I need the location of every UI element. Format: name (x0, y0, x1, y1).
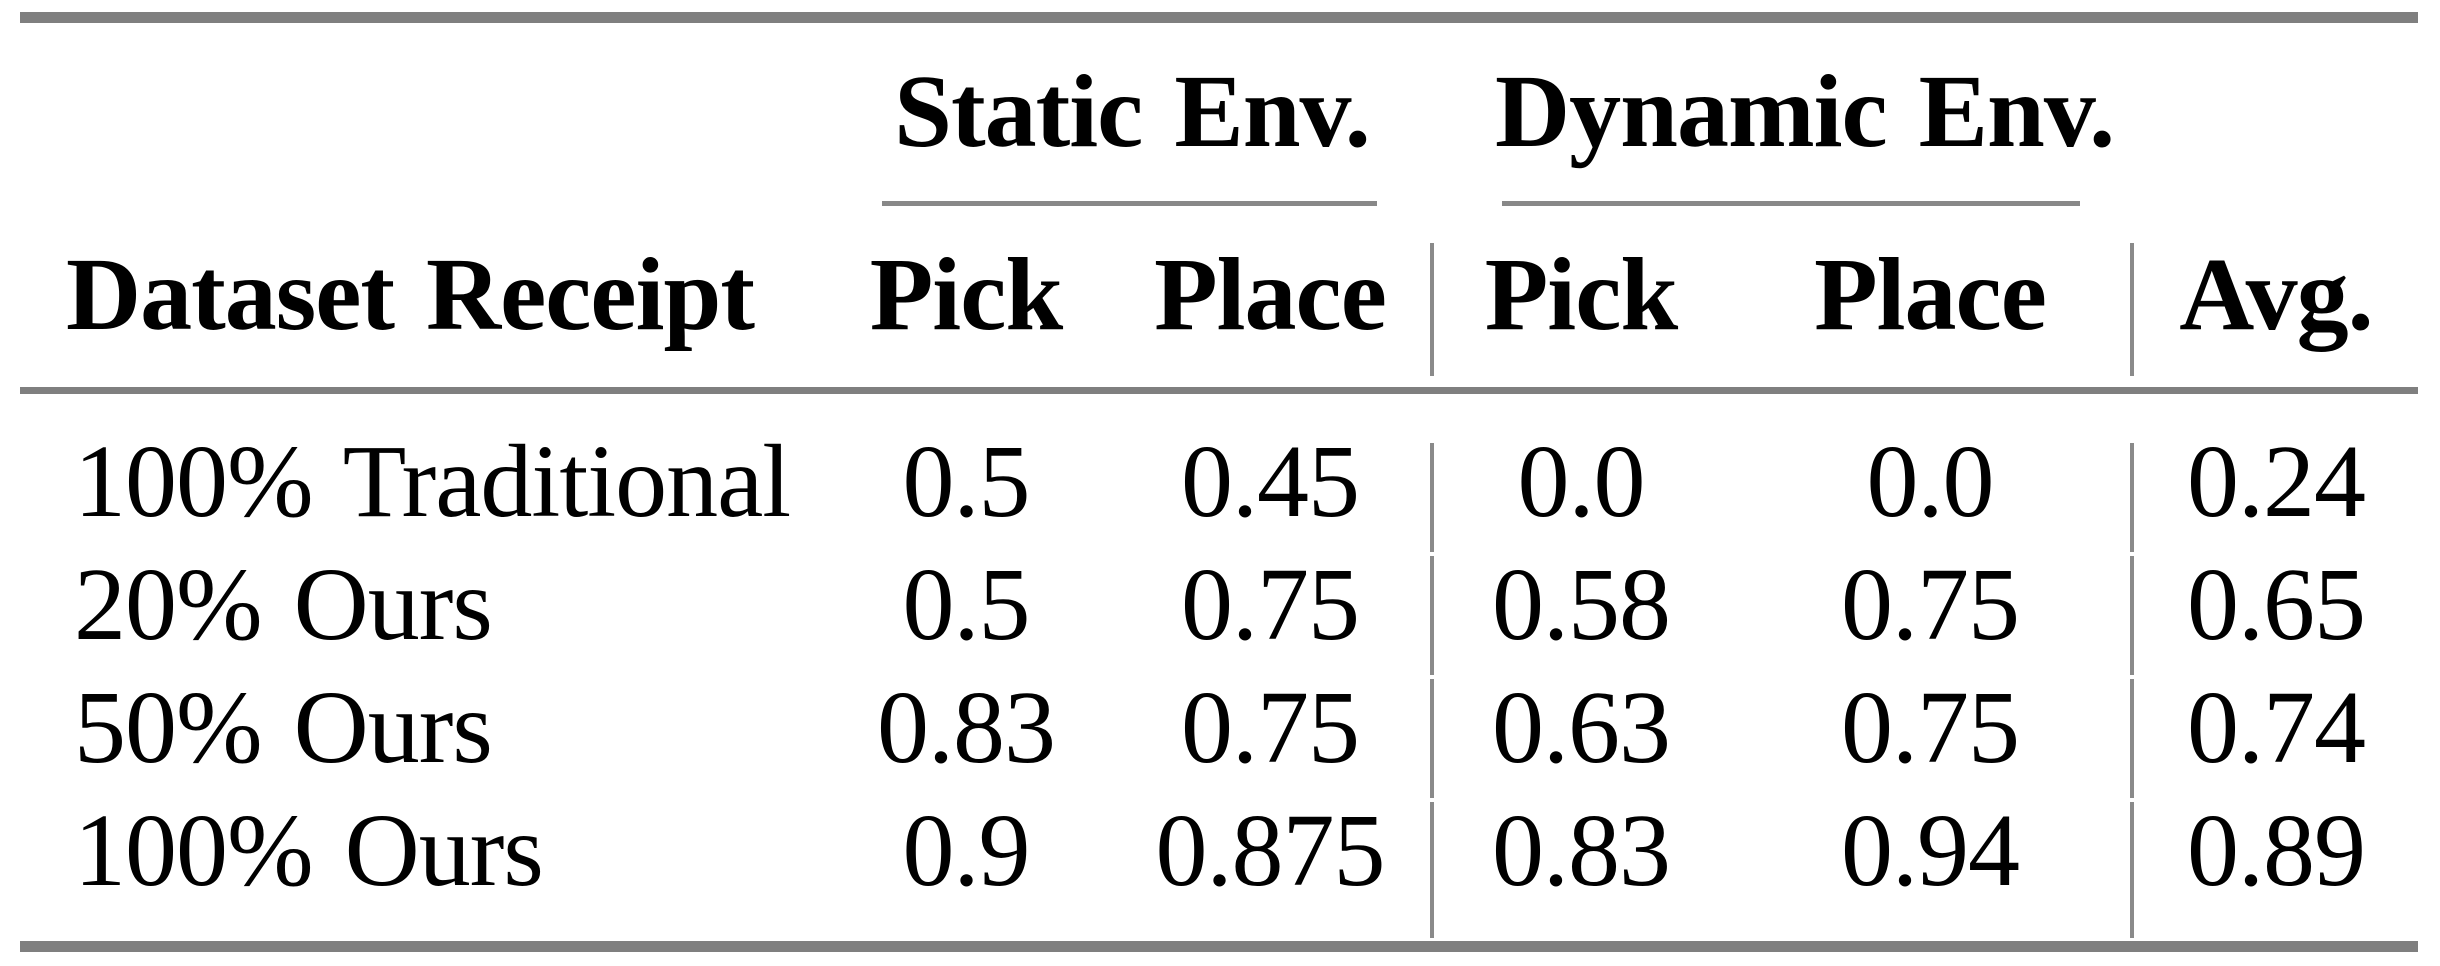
table-cell: 0.875 (1155, 793, 1386, 908)
column-divider-left-row1 (1430, 443, 1434, 552)
col-header-static-place: Place (1154, 237, 1387, 352)
column-divider-left-row2 (1430, 556, 1434, 675)
table-cell: 0.75 (1181, 670, 1360, 785)
table-cell: 0.65 (2187, 547, 2366, 662)
table-cell: 0.5 (902, 424, 1031, 539)
mid-rule (20, 387, 2418, 394)
column-divider-left-row4 (1430, 802, 1434, 938)
column-divider-right-row3 (2130, 679, 2134, 798)
table-cell: 0.75 (1181, 547, 1360, 662)
table-cell: 0.75 (1841, 547, 2020, 662)
column-divider-left-header (1430, 243, 1434, 376)
column-divider-right-row4 (2130, 802, 2134, 938)
column-divider-right-row2 (2130, 556, 2134, 675)
table-cell: 0.0 (1517, 424, 1646, 539)
table-cell: 0.0 (1866, 424, 1995, 539)
col-header-avg: Avg. (2179, 237, 2373, 352)
table-cell: 0.58 (1492, 547, 1671, 662)
row-label: 20% Ours (74, 547, 493, 662)
table-cell: 0.5 (902, 547, 1031, 662)
col-group-static-env: Static Env. (894, 54, 1371, 169)
col-header-dynamic-pick: Pick (1484, 237, 1678, 352)
col-header-dataset-receipt: Dataset Receipt (66, 237, 755, 352)
col-header-static-pick: Pick (869, 237, 1063, 352)
col-header-dynamic-place: Place (1814, 237, 2047, 352)
table-cell: 0.83 (877, 670, 1056, 785)
bottom-rule (20, 941, 2418, 952)
column-divider-left-row3 (1430, 679, 1434, 798)
dynamic-env-underline (1502, 201, 2080, 206)
table-cell: 0.24 (2187, 424, 2366, 539)
table-cell: 0.74 (2187, 670, 2366, 785)
row-label: 100% Traditional (74, 424, 791, 539)
row-label: 50% Ours (74, 670, 493, 785)
column-divider-right-header (2130, 243, 2134, 376)
row-label: 100% Ours (74, 793, 544, 908)
table-cell: 0.63 (1492, 670, 1671, 785)
table-cell: 0.9 (902, 793, 1031, 908)
top-rule (20, 12, 2418, 23)
table-cell: 0.94 (1841, 793, 2020, 908)
col-group-dynamic-env: Dynamic Env. (1495, 54, 2115, 169)
table-cell: 0.89 (2187, 793, 2366, 908)
table-cell: 0.45 (1181, 424, 1360, 539)
column-divider-right-row1 (2130, 443, 2134, 552)
table-cell: 0.75 (1841, 670, 2020, 785)
table-cell: 0.83 (1492, 793, 1671, 908)
static-env-underline (882, 201, 1377, 206)
